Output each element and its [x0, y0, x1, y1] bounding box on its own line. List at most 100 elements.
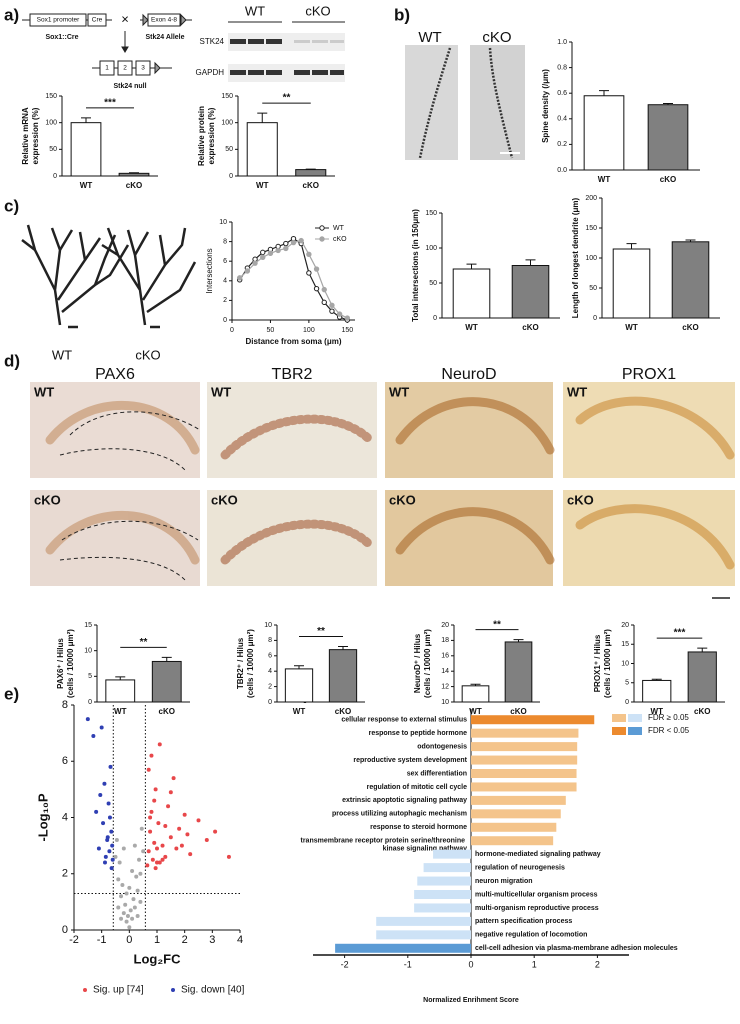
point [139, 826, 144, 831]
point [135, 888, 140, 893]
point [329, 308, 335, 314]
y-axis-label: Total intersections (in 150μm) [411, 209, 420, 322]
point [119, 916, 124, 921]
schematic-text: Sox1::Cre [45, 34, 78, 41]
legend-marker [171, 988, 175, 992]
schematic-text: Sox1 promoter [37, 17, 80, 24]
panel-label: e) [4, 684, 19, 703]
point [275, 247, 281, 254]
image-label: WT [389, 384, 409, 399]
y-axis-label: -Log₁₀P [35, 793, 50, 841]
point [152, 840, 157, 845]
bar [471, 782, 577, 792]
point [117, 860, 122, 865]
x-tick-label: WT [469, 707, 482, 716]
legend-swatch [612, 714, 626, 722]
bar [284, 668, 314, 703]
y-tick-label: 0.8 [557, 64, 567, 71]
schematic-text: Cre [92, 17, 103, 24]
y-axis-label: PROX1⁺ / Hilus [593, 634, 602, 692]
bar [647, 104, 689, 171]
y-tick-label: 8 [223, 238, 227, 245]
point [85, 717, 90, 722]
y-tick-label: 10 [621, 660, 629, 667]
point [196, 818, 201, 823]
point [121, 911, 126, 916]
x-tick-label: 0 [468, 959, 473, 969]
point [113, 854, 118, 859]
point [91, 733, 96, 738]
y-tick-label: 0 [88, 699, 92, 706]
y-axis-label: expression (%) [207, 107, 216, 164]
point [283, 245, 289, 252]
point [121, 846, 126, 851]
schematic-text: Stk24 Allele [145, 34, 184, 41]
point [146, 767, 151, 772]
y-axis-label: Length of longest dendrite (μm) [571, 197, 580, 318]
point [149, 809, 154, 814]
y-axis-label: TBR2⁺ / Hilus [236, 637, 245, 689]
point [157, 860, 162, 865]
x-tick-label: cKO [694, 707, 710, 716]
point [168, 790, 173, 795]
error-bar [81, 117, 91, 123]
category-label: response to steroid hormone [370, 824, 467, 831]
image-label: WT [52, 347, 72, 362]
y-tick-label: 2 [62, 868, 68, 880]
point [267, 250, 274, 257]
point [150, 857, 155, 862]
x-tick-label: 2 [595, 959, 600, 969]
point [260, 254, 266, 260]
error-bar [129, 172, 139, 174]
bar [671, 241, 710, 319]
point [179, 843, 184, 848]
x-tick-label: 4 [237, 934, 243, 946]
y-tick-label: 50 [49, 146, 57, 153]
error-bar [697, 647, 708, 652]
point [163, 823, 168, 828]
category-label: pattern specification process [475, 918, 572, 925]
x-tick-label: cKO [510, 707, 526, 716]
point [163, 854, 168, 859]
y-tick-label: 150 [585, 225, 597, 232]
y-axis-label: (cells / 10000 μm²) [423, 629, 432, 698]
y-tick-label: 0 [593, 315, 597, 322]
point [130, 868, 135, 873]
y-tick-label: 18 [441, 637, 449, 644]
y-tick-label: 0 [53, 173, 57, 180]
point [102, 860, 107, 865]
point [344, 315, 351, 321]
legend-swatch [628, 714, 642, 722]
x-tick-label: 0 [230, 327, 234, 334]
bar [118, 172, 150, 177]
bar [335, 943, 471, 953]
point [105, 835, 110, 840]
bar [471, 809, 561, 819]
bar [471, 755, 578, 765]
panel-label: a) [4, 5, 19, 24]
point [145, 863, 150, 868]
y-tick-label: 0.4 [557, 116, 567, 123]
x-tick-label: cKO [159, 707, 175, 716]
y-tick-label: 8 [268, 637, 272, 644]
point [260, 249, 266, 256]
image-label: cKO [211, 492, 238, 507]
y-tick-label: 200 [585, 195, 597, 202]
point [102, 781, 107, 786]
y-tick-label: 5 [88, 673, 92, 680]
category-label: cell-cell adhesion via plasma-membrane a… [475, 945, 678, 952]
y-tick-label: 16 [441, 653, 449, 660]
category-label: multi-organism reproductive process [475, 905, 599, 912]
y-tick-label: 100 [45, 120, 57, 127]
point [226, 854, 231, 859]
y-tick-label: 150 [45, 93, 57, 100]
bar [414, 903, 471, 913]
y-tick-label: 150 [221, 93, 233, 100]
bar [504, 641, 533, 703]
x-tick-label: 0 [126, 934, 132, 946]
error-bar [513, 639, 524, 642]
category-label: sex differentiation [407, 770, 467, 777]
error-bar [294, 665, 304, 669]
layout [21, 13, 735, 599]
point [138, 871, 143, 876]
